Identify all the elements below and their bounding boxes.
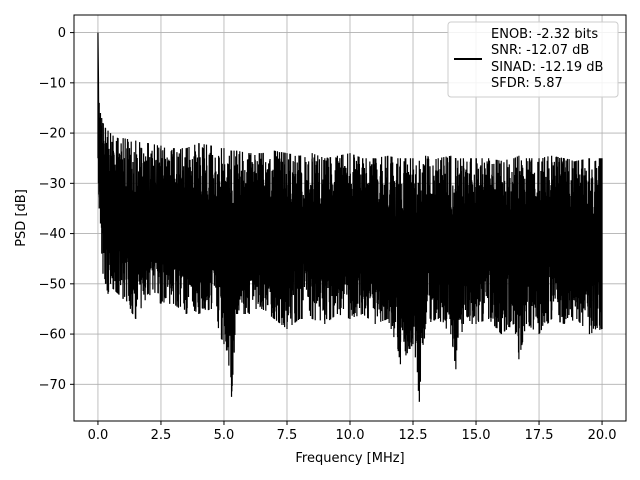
y-tick-label: −30	[39, 177, 66, 192]
x-tick-label: 12.5	[399, 428, 428, 443]
x-tick-label: 17.5	[525, 428, 554, 443]
y-tick-label: −40	[39, 227, 66, 242]
psd-series-line	[97, 32, 603, 402]
y-tick-label: −70	[39, 378, 66, 393]
legend-sfdr: SFDR: 5.87	[491, 76, 563, 91]
y-tick-label: −60	[39, 328, 66, 343]
y-tick-label: −10	[39, 76, 66, 91]
x-tick-label: 2.5	[151, 428, 172, 443]
series-layer	[97, 32, 603, 402]
x-tick-label: 15.0	[462, 428, 491, 443]
legend-enob: ENOB: -2.32 bits	[491, 27, 598, 42]
x-tick-label: 7.5	[277, 428, 298, 443]
y-tick-label: 0	[58, 26, 66, 41]
y-axis-ticks: 0 −10 −20 −30 −40 −50 −60 −70	[39, 26, 74, 393]
legend-snr: SNR: -12.07 dB	[491, 43, 589, 58]
legend: ENOB: -2.32 bits SNR: -12.07 dB SINAD: -…	[447, 21, 619, 98]
x-tick-label: 20.0	[588, 428, 617, 443]
x-tick-label: 0.0	[88, 428, 109, 443]
x-axis-ticks: 0.0 2.5 5.0 7.5 10.0 12.5 15.0 17.5 20.0	[88, 421, 617, 443]
legend-sinad: SINAD: -12.19 dB	[491, 60, 603, 75]
x-tick-label: 10.0	[336, 428, 365, 443]
y-tick-label: −20	[39, 127, 66, 142]
x-tick-label: 5.0	[214, 428, 235, 443]
y-axis-label: PSD [dB]	[14, 189, 29, 247]
legend-box	[447, 21, 619, 98]
x-axis-label: Frequency [MHz]	[295, 451, 404, 466]
y-tick-label: −50	[39, 277, 66, 292]
